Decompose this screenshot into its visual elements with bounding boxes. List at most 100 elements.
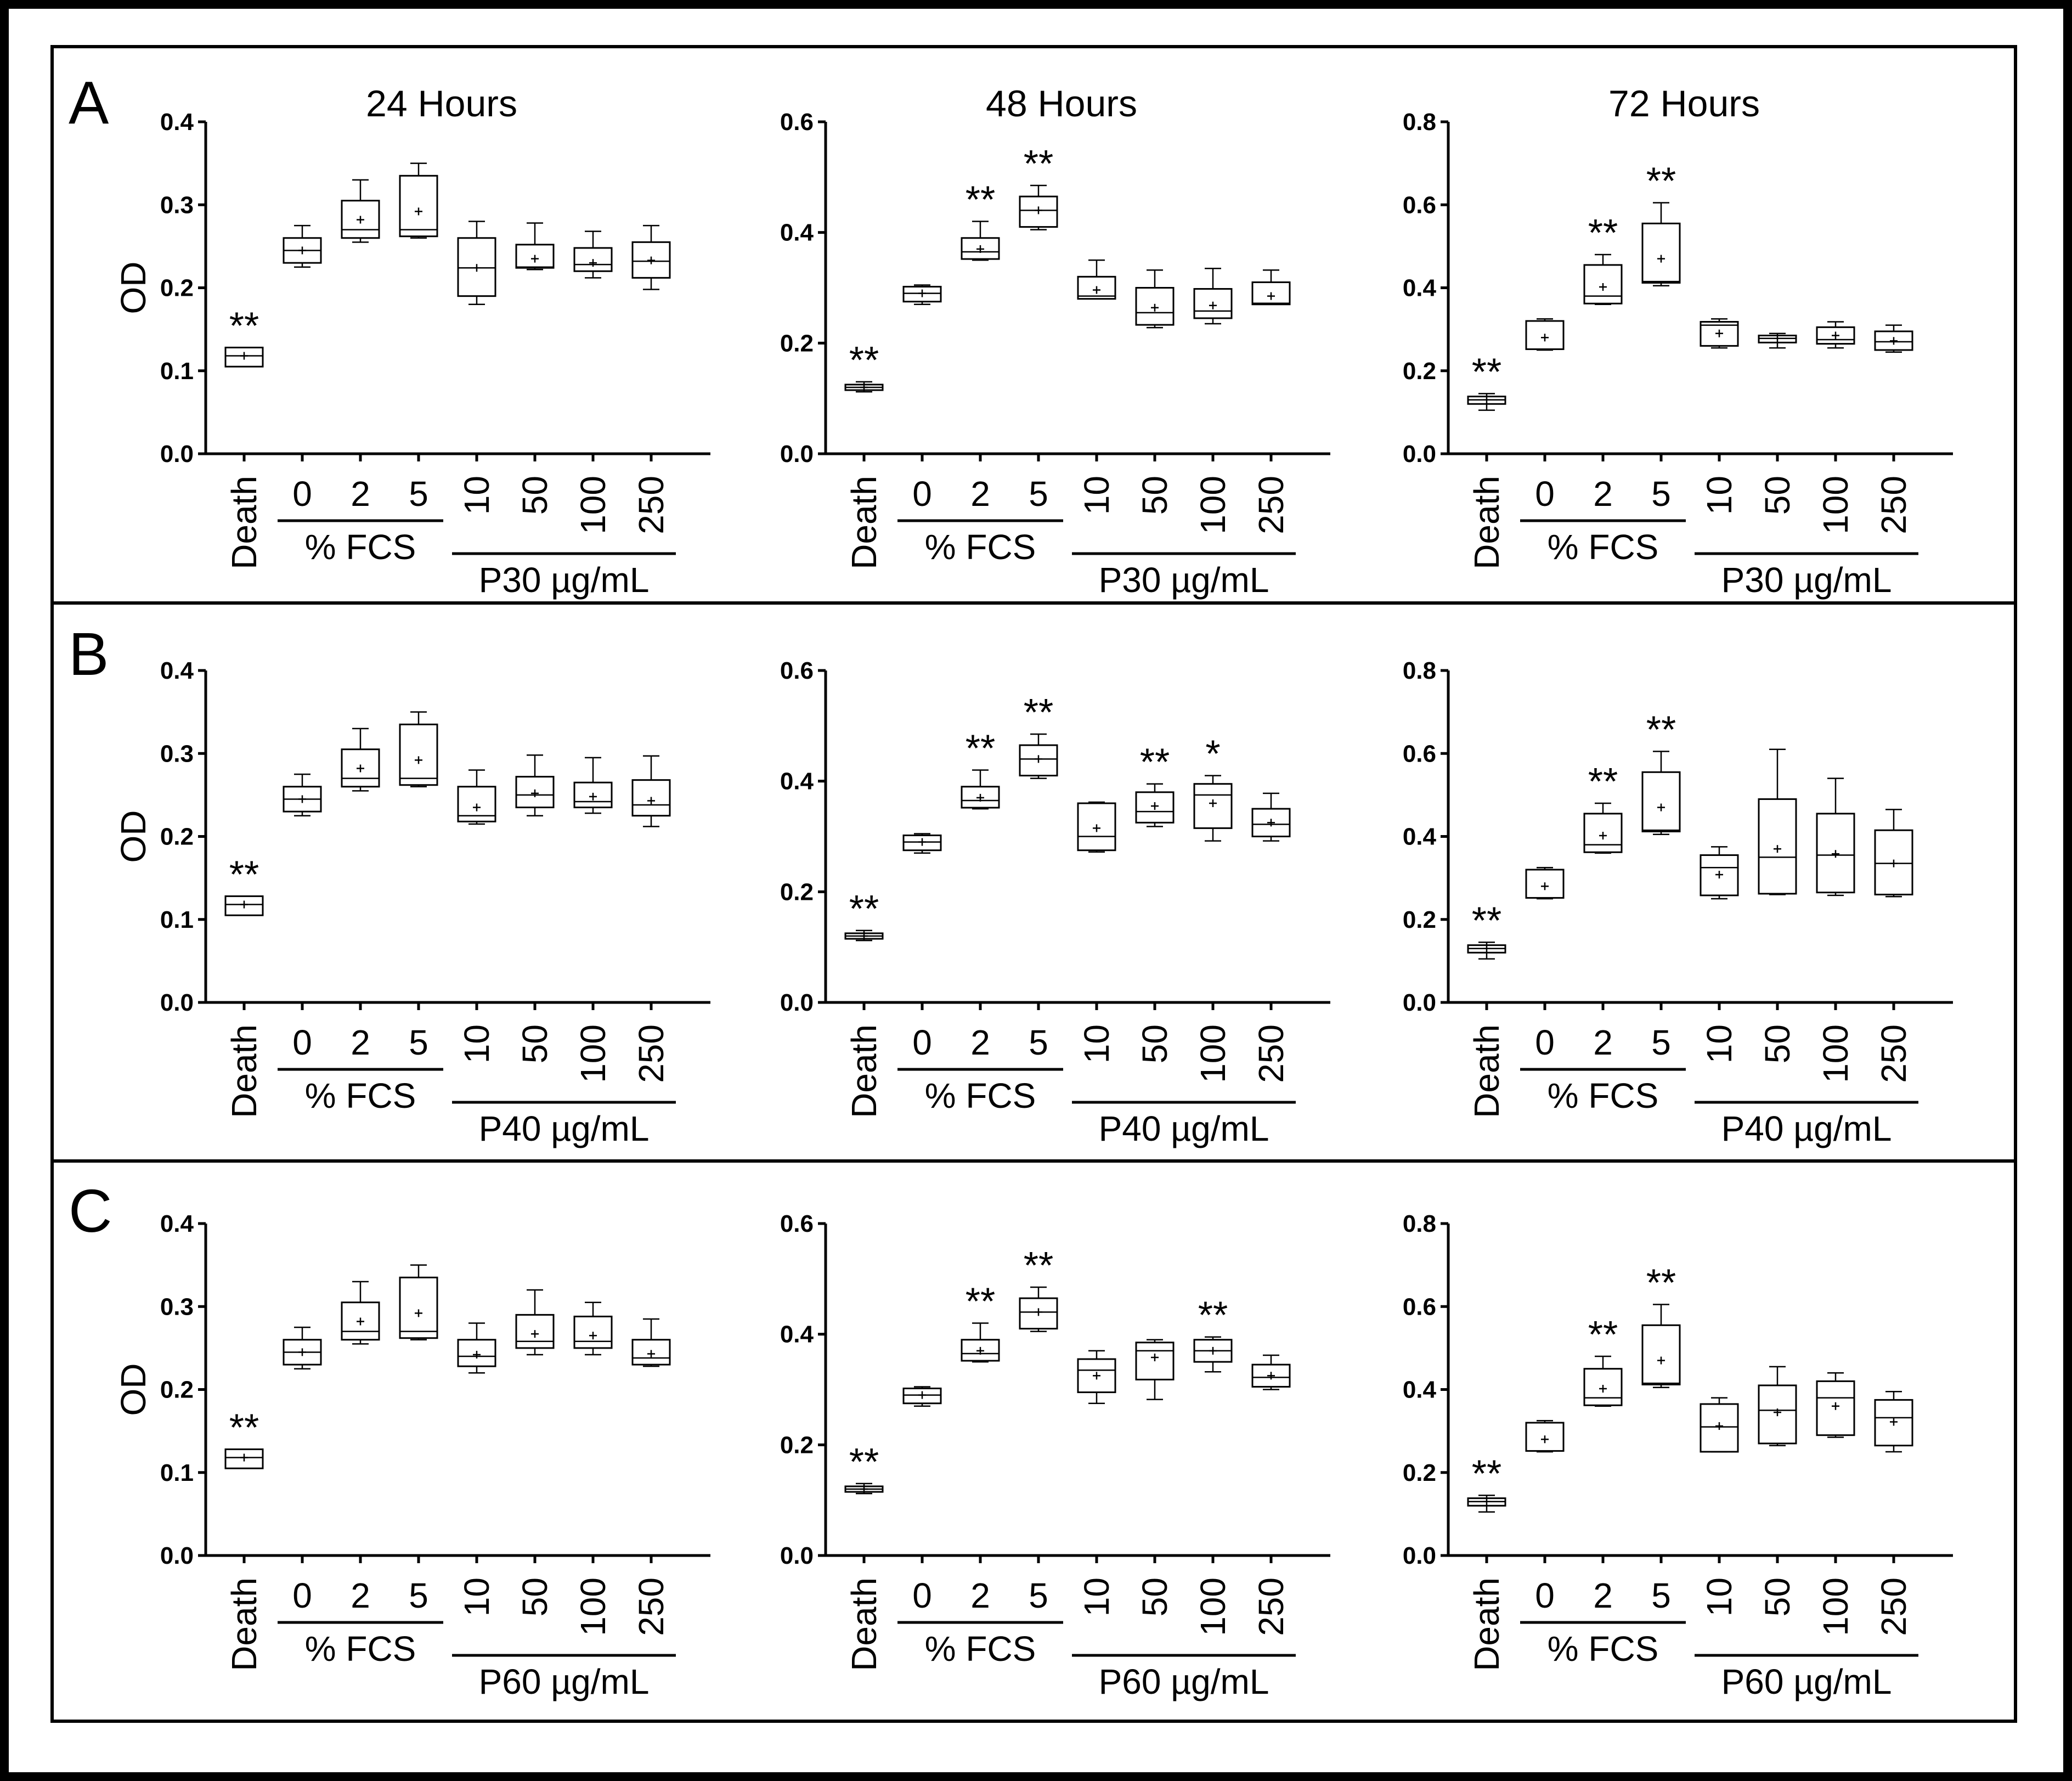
chart-4-y-axis-label: OD xyxy=(114,810,153,863)
chart-9-significance-label: ** xyxy=(1472,1452,1501,1495)
chart-3-y-tick-label: 0.2 xyxy=(1403,358,1436,385)
chart-2-fcs-group-label: % FCS xyxy=(925,527,1036,567)
chart-2-box-5 xyxy=(1077,259,1116,300)
chart-5-box-2 xyxy=(902,833,942,854)
chart-4-box-7 xyxy=(573,757,613,814)
chart-1-y-tick-label: 0.4 xyxy=(160,109,194,136)
chart-4-box-rect xyxy=(631,779,671,817)
chart-4-box-6 xyxy=(515,754,555,816)
chart-2-box-8 xyxy=(1251,269,1291,306)
chart-8-p60-group-label: P60 µg/mL xyxy=(1099,1662,1269,1701)
chart-9-box-8 xyxy=(1874,1391,1913,1453)
chart-9-y-tick-label: 0.4 xyxy=(1403,1377,1437,1404)
chart-2-category-label: 0 xyxy=(912,474,932,514)
chart-7-y-tick-label: 0.1 xyxy=(160,1459,194,1486)
chart-3-significance-label: ** xyxy=(1588,211,1618,254)
chart-5-significance-label: ** xyxy=(966,727,995,770)
chart-5-category-label: 10 xyxy=(1077,1024,1116,1063)
chart-5-category-label: 0 xyxy=(912,1023,932,1062)
chart-5-category-label: 2 xyxy=(970,1023,990,1062)
chart-7-box-rect xyxy=(399,1276,438,1339)
chart-6-box-1 xyxy=(1467,942,1506,960)
chart-7-box-7 xyxy=(573,1301,613,1356)
chart-6-category-label: 100 xyxy=(1816,1024,1855,1083)
chart-8-y-tick-label: 0.4 xyxy=(780,1321,814,1348)
chart-1-y-tick-label: 0.0 xyxy=(160,441,194,467)
chart-2-box-6 xyxy=(1135,269,1175,329)
chart-2-significance-label: ** xyxy=(849,339,879,381)
chart-2-category-label: 250 xyxy=(1251,476,1291,534)
chart-9-group: 0.0 0.2 0.4 0.6 0.8 ** ** ** Death 0 2 5 10 50 100 250%… xyxy=(1403,1210,1953,1701)
chart-2-group: 0.0 0.2 0.4 0.6 ** ** ** Death 0 2 5 10 50 100 250 % FC… xyxy=(780,83,1330,600)
chart-1-box-4 xyxy=(399,162,438,239)
chart-1-category-label: 100 xyxy=(573,476,613,534)
chart-8-box-5 xyxy=(1077,1350,1116,1404)
chart-7-box-2 xyxy=(283,1326,322,1369)
chart-8-y-tick-label: 0.6 xyxy=(780,1210,814,1237)
chart-9-box-6 xyxy=(1758,1366,1797,1446)
chart-7-fcs-group-label: % FCS xyxy=(305,1629,416,1669)
chart-3-category-label: 2 xyxy=(1593,474,1613,514)
chart-6-category-label: 50 xyxy=(1758,1024,1797,1063)
chart-8-category-label: 250 xyxy=(1251,1577,1291,1636)
chart-1-y-tick-label: 0.2 xyxy=(160,275,194,302)
chart-5-box-6 xyxy=(1135,783,1175,827)
chart-5-box-1 xyxy=(844,929,884,942)
chart-9-category-label: 0 xyxy=(1535,1576,1555,1615)
chart-5-box-4 xyxy=(1019,733,1058,779)
chart-9-y-tick-label: 0.0 xyxy=(1403,1542,1436,1569)
chart-6-category-label: 0 xyxy=(1535,1023,1555,1062)
chart-5-p40-group-label: P40 µg/mL xyxy=(1099,1109,1269,1148)
chart-4-box-4 xyxy=(399,711,438,787)
chart-6-box-6 xyxy=(1758,748,1797,895)
chart-7-category-label: 0 xyxy=(292,1576,312,1615)
chart-1-category-label: 2 xyxy=(351,474,370,514)
chart-4-y-tick-label: 0.1 xyxy=(160,906,194,933)
chart-5-category-label: 250 xyxy=(1251,1024,1291,1083)
chart-9-y-tick-label: 0.2 xyxy=(1403,1459,1436,1486)
chart-8-y-tick-label: 0.2 xyxy=(780,1431,814,1458)
chart-9-box-rect xyxy=(1583,1368,1623,1406)
chart-3-category-label: Death xyxy=(1467,476,1506,570)
chart-3-significance-label: ** xyxy=(1646,159,1676,202)
chart-5-significance-label: ** xyxy=(1140,741,1170,784)
chart-8-box-8 xyxy=(1251,1354,1291,1390)
chart-6-box-5 xyxy=(1700,846,1739,900)
chart-2-box-rect xyxy=(1077,275,1116,300)
chart-7-box-3 xyxy=(341,1281,380,1345)
chart-5-y-tick-label: 0.6 xyxy=(780,657,814,684)
chart-1-box-rect xyxy=(399,174,438,238)
chart-5-box-7 xyxy=(1193,775,1233,842)
chart-1-box-1 xyxy=(224,346,264,368)
chart-7-y-tick-label: 0.3 xyxy=(160,1293,194,1320)
chart-1-fcs-group-label: % FCS xyxy=(305,527,416,567)
chart-9-box-3 xyxy=(1583,1355,1623,1407)
chart-3-box-rect xyxy=(1641,222,1681,284)
chart-1-p30-group-label: P30 µg/mL xyxy=(479,560,650,600)
chart-9-box-4 xyxy=(1641,1304,1681,1388)
chart-5-significance-label: ** xyxy=(1024,691,1053,734)
chart-1-category-label: 50 xyxy=(515,476,555,515)
panel-label-c: C xyxy=(69,1177,112,1245)
chart-5-box-rect xyxy=(1019,744,1058,777)
chart-3-category-label: 250 xyxy=(1874,476,1913,534)
chart-1-box-5 xyxy=(457,221,496,305)
chart-2-category-label: 2 xyxy=(970,474,990,514)
chart-4-category-label: 5 xyxy=(409,1023,428,1062)
chart-6-box-2 xyxy=(1525,866,1565,900)
chart-5-significance-label: ** xyxy=(849,887,879,930)
chart-9-box-1 xyxy=(1467,1495,1506,1513)
chart-7-category-label: Death xyxy=(224,1577,264,1671)
chart-5-significance-label: * xyxy=(1205,732,1220,775)
chart-2-category-label: 50 xyxy=(1135,476,1175,515)
chart-2-category-label: Death xyxy=(844,476,884,570)
chart-5-y-tick-label: 0.0 xyxy=(780,989,814,1016)
chart-3-box-2 xyxy=(1525,318,1565,351)
chart-9-category-label: 10 xyxy=(1700,1577,1739,1616)
chart-6-significance-label: ** xyxy=(1472,899,1501,942)
chart-2-title: 48 Hours xyxy=(986,83,1137,125)
chart-4-box-rect xyxy=(399,723,438,786)
chart-7-category-label: 10 xyxy=(457,1577,496,1616)
chart-6-box-4 xyxy=(1641,751,1681,835)
chart-1-box-8 xyxy=(631,224,671,290)
